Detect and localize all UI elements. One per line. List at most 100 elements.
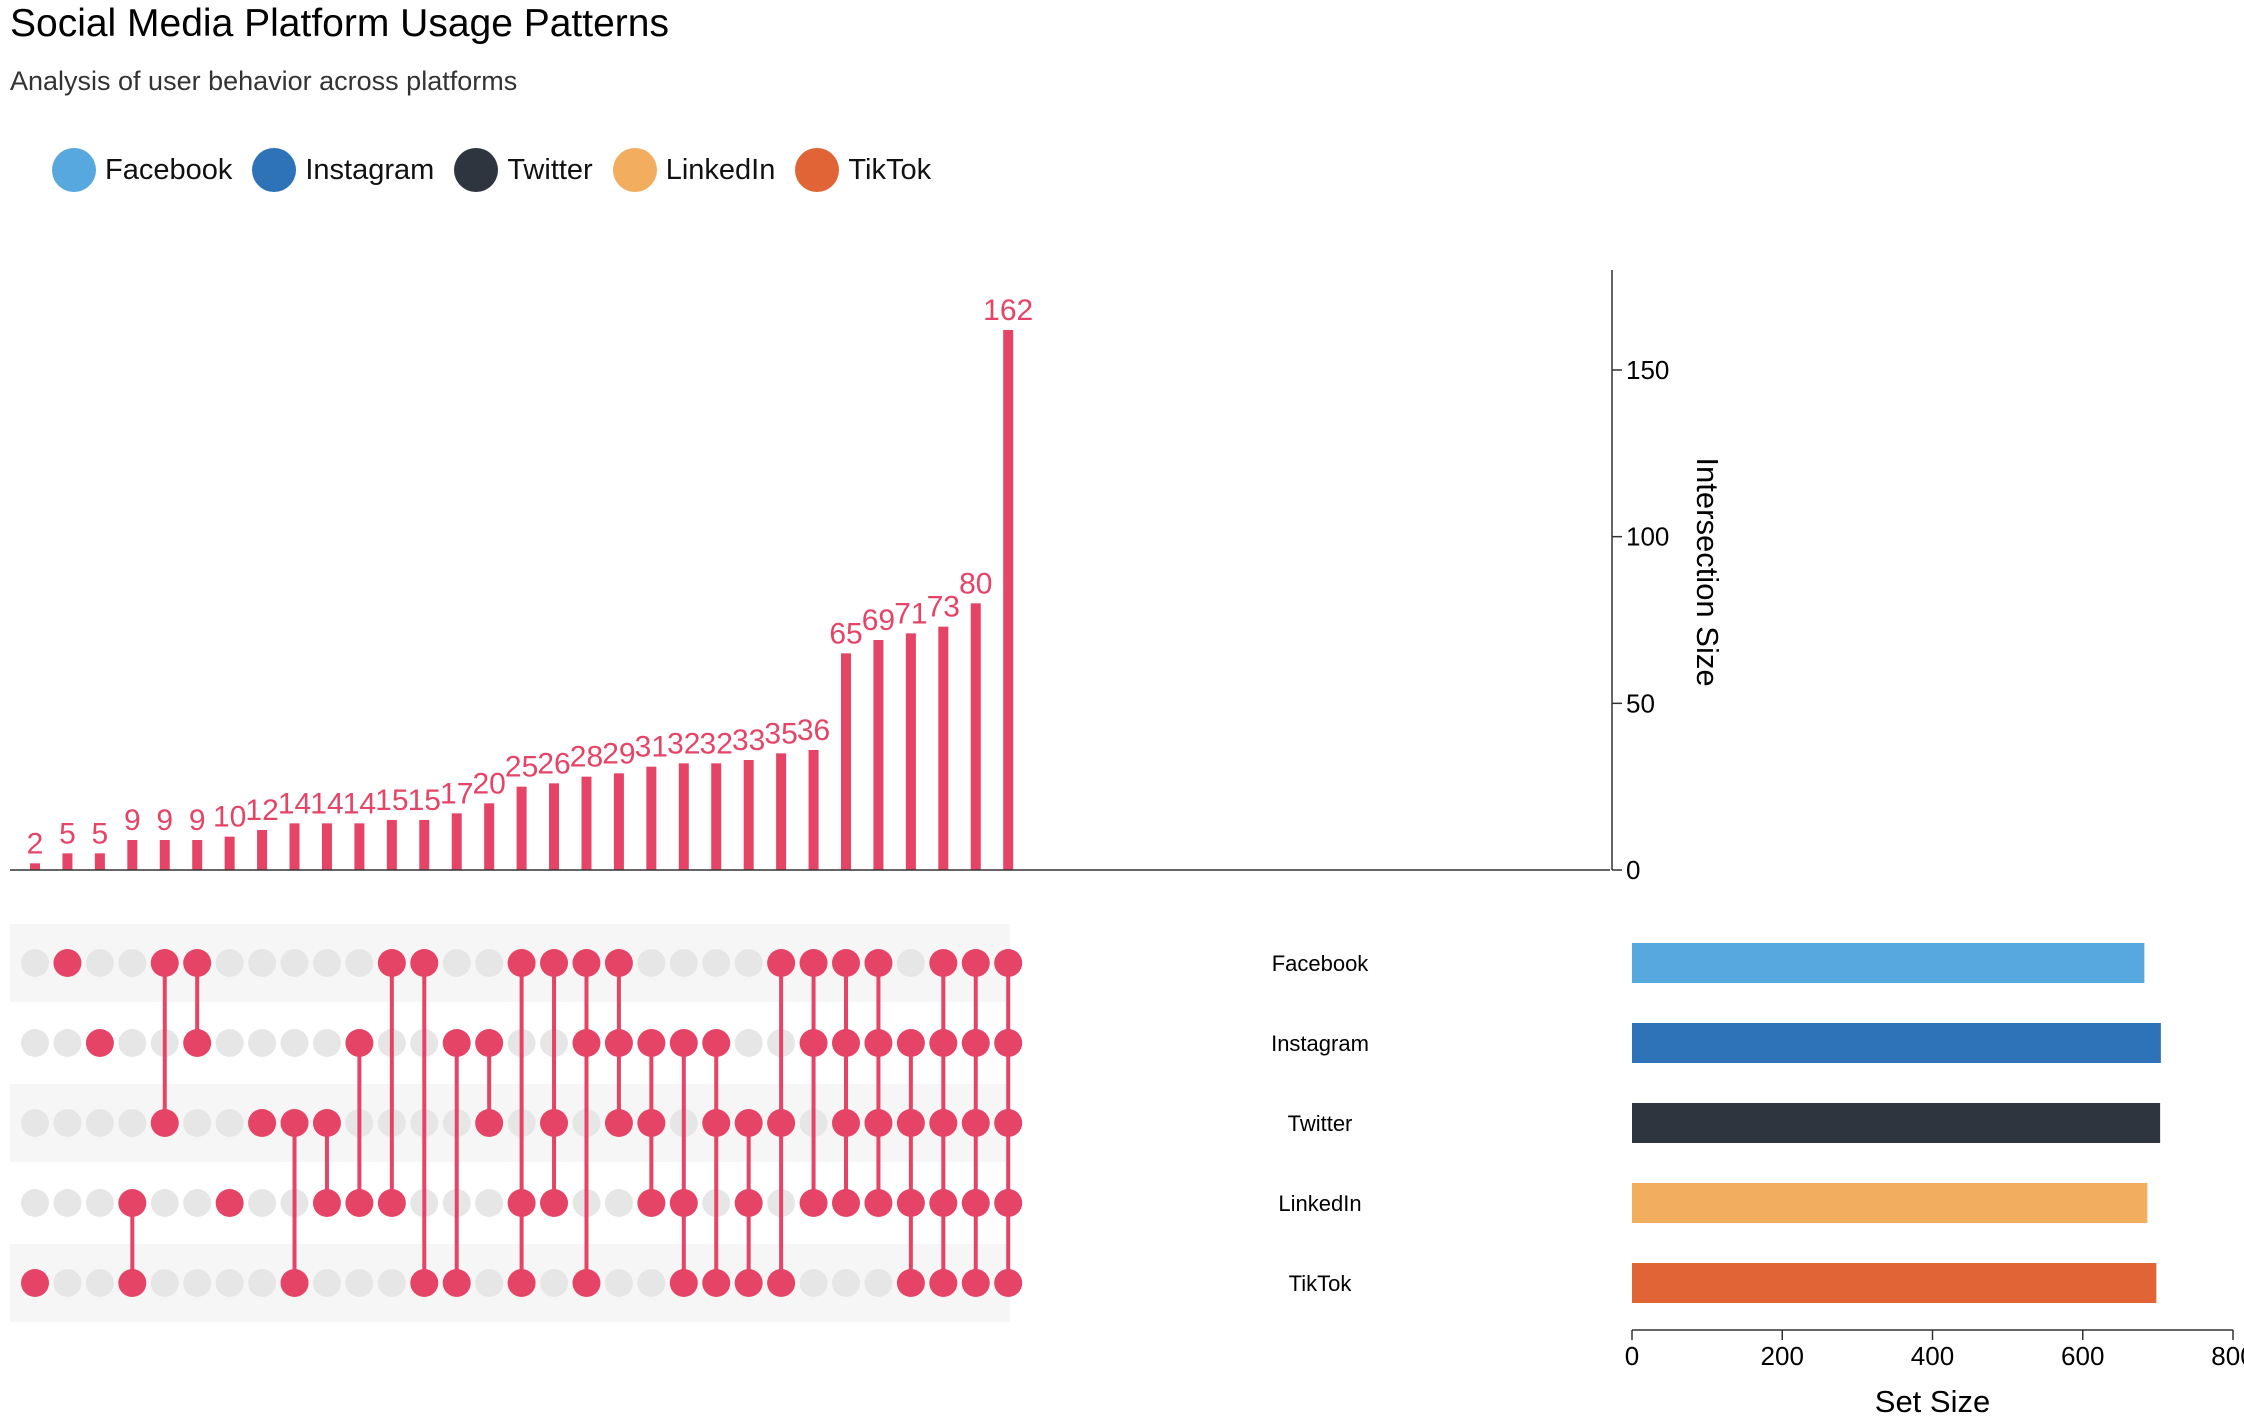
- matrix-dot-inactive: [183, 1189, 212, 1217]
- set-size-bar-twitter: [1632, 1103, 2161, 1143]
- matrix-dot-active: [734, 1189, 763, 1217]
- matrix-dot-active: [767, 949, 796, 977]
- matrix-dot-inactive: [702, 949, 731, 977]
- set-size-tick-label: 800: [2211, 1341, 2244, 1371]
- intersection-bar: [94, 853, 105, 870]
- intersection-bar-label: 14: [310, 787, 343, 820]
- intersection-bar-label: 15: [408, 784, 441, 817]
- matrix-dot-active: [637, 1189, 666, 1217]
- legend-swatch-linkedin: [612, 148, 657, 192]
- matrix-dot-active: [702, 1029, 731, 1057]
- matrix-dot-active: [929, 949, 958, 977]
- matrix-dot-active: [442, 1029, 471, 1057]
- intersection-bar-label: 12: [245, 794, 278, 827]
- matrix-dot-inactive: [85, 1189, 114, 1217]
- matrix-dot-active: [183, 949, 212, 977]
- matrix-dot-active: [540, 1109, 569, 1137]
- matrix-dot-active: [832, 1189, 860, 1217]
- matrix-dot-inactive: [85, 1109, 114, 1137]
- matrix-dot-active: [734, 1109, 763, 1137]
- matrix-dot-inactive: [312, 949, 341, 977]
- intersection-y-tick-label: 100: [1626, 522, 1669, 552]
- intersection-bar-label: 9: [124, 804, 141, 837]
- matrix-dot-active: [994, 1109, 1023, 1137]
- intersection-bar-label: 33: [732, 724, 765, 757]
- intersection-bar-label: 31: [635, 731, 668, 764]
- matrix-dot-active: [248, 1109, 277, 1137]
- intersection-bar: [224, 836, 235, 870]
- set-label-instagram: Instagram: [1271, 1031, 1369, 1056]
- intersection-y-tick-label: 0: [1626, 855, 1640, 885]
- intersection-bar-label: 9: [189, 804, 206, 837]
- matrix-dot-active: [669, 1029, 698, 1057]
- intersection-bar: [127, 840, 138, 870]
- intersection-bar-label: 36: [797, 714, 830, 747]
- legend-item-linkedin[interactable]: LinkedIn: [612, 148, 776, 192]
- matrix-dot-active: [669, 1189, 698, 1217]
- matrix-dot-active: [183, 1029, 212, 1057]
- intersection-bar-label: 2: [27, 827, 44, 860]
- matrix-dot-active: [767, 1109, 796, 1137]
- intersection-bar: [613, 773, 624, 870]
- matrix-dot-inactive: [604, 1269, 633, 1297]
- matrix-dot-inactive: [215, 1029, 244, 1057]
- matrix-dot-active: [637, 1029, 666, 1057]
- set-size-bar-linkedin: [1632, 1183, 2148, 1223]
- legend-swatch-twitter: [454, 148, 499, 192]
- intersection-bar: [159, 840, 170, 870]
- intersection-bar-label: 162: [983, 294, 1033, 327]
- matrix-dot-active: [864, 1189, 893, 1217]
- legend-item-twitter[interactable]: Twitter: [454, 148, 593, 192]
- legend-item-instagram[interactable]: Instagram: [252, 148, 434, 192]
- matrix-dot-active: [345, 1029, 374, 1057]
- intersection-bar: [549, 783, 560, 870]
- matrix-dot-active: [280, 1269, 309, 1297]
- intersection-bar: [192, 840, 203, 870]
- matrix-dot-inactive: [475, 1189, 504, 1217]
- intersection-bar-label: 28: [570, 741, 603, 774]
- matrix-dot-inactive: [118, 1109, 147, 1137]
- legend-item-tiktok[interactable]: TikTok: [795, 148, 931, 192]
- set-size-bar-instagram: [1632, 1023, 2161, 1063]
- intersection-bar-label: 32: [667, 727, 700, 760]
- intersection-bar-label: 17: [440, 777, 473, 810]
- matrix-dot-active: [734, 1269, 763, 1297]
- matrix-dot-active: [669, 1269, 698, 1297]
- intersection-bar: [62, 853, 73, 870]
- legend-label-linkedin: LinkedIn: [665, 153, 776, 186]
- intersection-bar-label: 35: [764, 717, 797, 750]
- matrix-dot-active: [540, 949, 569, 977]
- matrix-dot-inactive: [540, 1269, 569, 1297]
- matrix-dot-active: [150, 949, 179, 977]
- intersection-bar: [646, 766, 657, 870]
- matrix-dot-active: [377, 1189, 406, 1217]
- legend-label-tiktok: TikTok: [848, 153, 932, 186]
- matrix-dot-active: [604, 949, 633, 977]
- intersection-bar-label: 14: [343, 787, 376, 820]
- matrix-dot-inactive: [150, 1269, 179, 1297]
- intersection-bar: [30, 863, 40, 870]
- matrix-dot-active: [832, 949, 860, 977]
- matrix-dot-inactive: [280, 1029, 309, 1057]
- set-size-axis-title: Set Size: [1875, 1384, 1990, 1419]
- intersection-bar-label: 69: [862, 604, 895, 637]
- intersection-bar: [354, 823, 365, 870]
- matrix-dot-active: [507, 1189, 536, 1217]
- matrix-dot-active: [21, 1269, 49, 1297]
- matrix-dot-active: [280, 1109, 309, 1137]
- legend-item-facebook[interactable]: Facebook: [52, 148, 232, 192]
- set-size-tick-label: 200: [1761, 1341, 1804, 1371]
- matrix-dot-inactive: [280, 949, 309, 977]
- matrix-dot-inactive: [345, 1269, 374, 1297]
- set-size-bar-facebook: [1632, 943, 2145, 983]
- matrix-dot-active: [961, 1269, 990, 1297]
- matrix-dot-inactive: [21, 1189, 49, 1217]
- intersection-bar: [711, 763, 722, 870]
- legend: Facebook Instagram Twitter LinkedIn TikT…: [52, 148, 951, 192]
- matrix-dot-inactive: [183, 1109, 212, 1137]
- set-size-bar-tiktok: [1632, 1263, 2157, 1303]
- matrix-dot-inactive: [53, 1109, 82, 1137]
- legend-label-instagram: Instagram: [305, 153, 435, 186]
- matrix-dot-inactive: [21, 949, 49, 977]
- matrix-dot-inactive: [118, 1029, 147, 1057]
